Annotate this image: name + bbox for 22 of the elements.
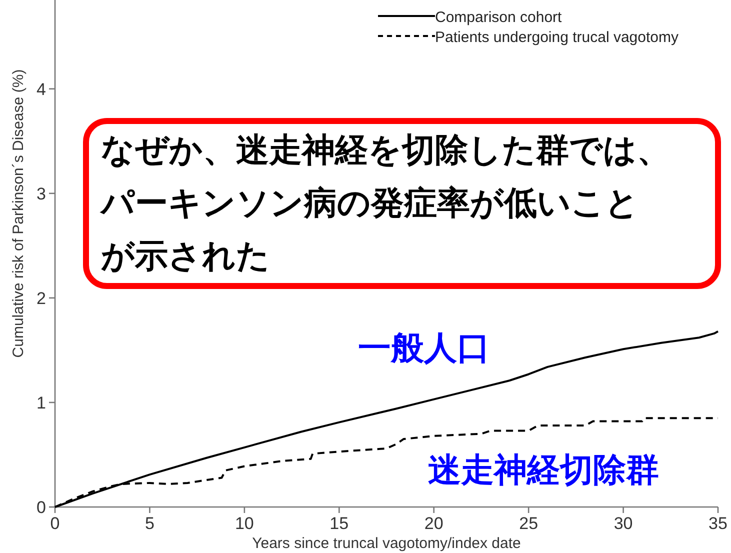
y-tick-label: 2 bbox=[36, 288, 46, 308]
annotation: 一般人口 bbox=[358, 328, 490, 368]
x-tick-label: 10 bbox=[234, 514, 254, 533]
y-tick-label: 1 bbox=[36, 393, 46, 412]
annotation: が示された bbox=[101, 236, 270, 276]
x-tick-label: 15 bbox=[330, 514, 349, 533]
y-tick-label: 4 bbox=[36, 80, 46, 99]
x-tick-label: 35 bbox=[708, 514, 728, 533]
x-axis-title: Years since truncal vagotomy/index date bbox=[252, 535, 521, 552]
annotation: 迷走神経切除群 bbox=[428, 450, 659, 490]
y-tick-label: 3 bbox=[36, 184, 46, 204]
legend-label: Comparison cohort bbox=[435, 9, 563, 26]
x-tick-label: 5 bbox=[144, 514, 154, 533]
legend-label: Patients undergoing trucal vagotomy bbox=[435, 29, 679, 46]
x-tick-label: 30 bbox=[614, 514, 633, 533]
x-tick-label: 0 bbox=[50, 514, 60, 533]
annotation: なぜか、迷走神経を切除した群では、 bbox=[101, 130, 670, 170]
x-tick-label: 25 bbox=[519, 514, 538, 533]
y-axis-title: Cumulative risk of Parkinson´s Disease (%) bbox=[10, 69, 27, 358]
x-tick-label: 20 bbox=[424, 514, 444, 533]
annotation: パーキンソン病の発症率が低いこと bbox=[101, 183, 639, 223]
y-tick-label: 0 bbox=[36, 498, 46, 517]
